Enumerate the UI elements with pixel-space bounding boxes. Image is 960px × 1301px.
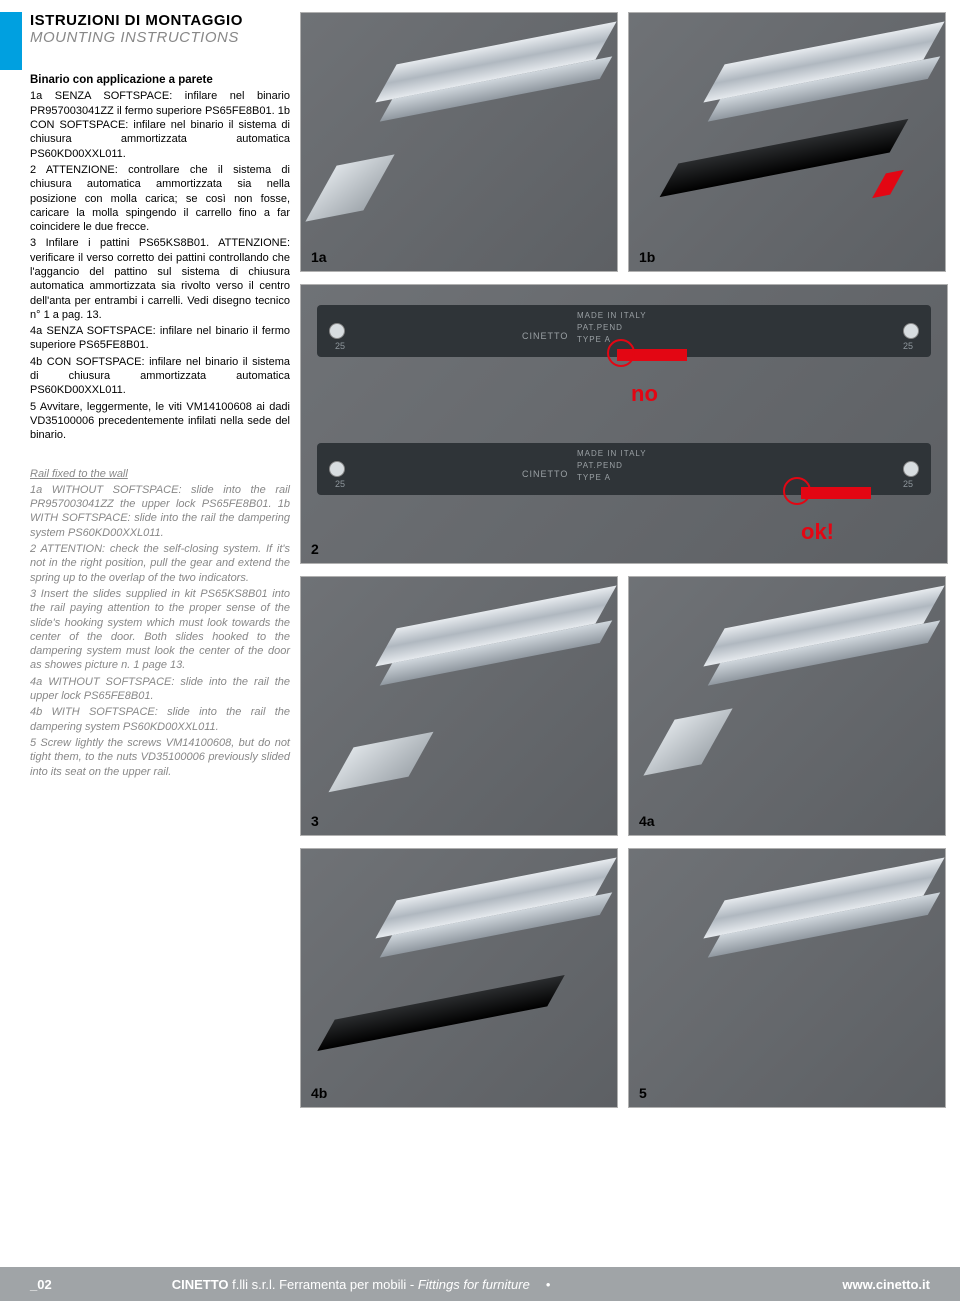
figure-2: MADE IN ITALY PAT.PEND TYPE A CINETTO 25… — [300, 284, 948, 564]
rail-text-type: TYPE A — [577, 335, 611, 344]
step-1-en: 1a WITHOUT SOFTSPACE: slide into the rai… — [30, 483, 290, 540]
step-4a-en: 4a WITHOUT SOFTSPACE: slide into the rai… — [30, 675, 290, 704]
page-color-tab — [0, 12, 22, 70]
rail-brand: CINETTO — [522, 331, 568, 341]
figure-5-label: 5 — [639, 1085, 647, 1101]
section-heading-it: Binario con applicazione a parete — [30, 73, 290, 88]
step-2-it: 2 ATTENZIONE: controllare che il sistema… — [30, 163, 290, 234]
ok-indicator-circle — [783, 477, 811, 505]
figures-area: 1a 1b MADE IN ITALY PAT.PEND TYPE A CINE… — [300, 12, 948, 1120]
step-4b-it: 4b CON SOFTSPACE: infilare nel binario i… — [30, 355, 290, 398]
title-english: MOUNTING INSTRUCTIONS — [30, 29, 290, 46]
step-4b-en: 4b WITH SOFTSPACE: slide into the rail t… — [30, 705, 290, 734]
footer-company: CINETTO f.lli s.r.l. Ferramenta per mobi… — [172, 1277, 530, 1292]
figure-4b-label: 4b — [311, 1085, 327, 1101]
rail-text-pat: PAT.PEND — [577, 323, 623, 332]
section-heading-en: Rail fixed to the wall — [30, 467, 290, 481]
annotation-ok: ok! — [801, 519, 834, 545]
figure-3: 3 — [300, 576, 618, 836]
step-2-en: 2 ATTENTION: check the self-closing syst… — [30, 542, 290, 585]
step-5-en: 5 Screw lightly the screws VM14100608, b… — [30, 736, 290, 779]
step-4a-it: 4a SENZA SOFTSPACE: infilare nel binario… — [30, 324, 290, 353]
instructions-column: ISTRUZIONI DI MONTAGGIO MOUNTING INSTRUC… — [30, 12, 290, 779]
step-5-it: 5 Avvitare, leggermente, le viti VM14100… — [30, 400, 290, 443]
rail-text-made: MADE IN ITALY — [577, 311, 647, 320]
page-footer: _02 CINETTO f.lli s.r.l. Ferramenta per … — [0, 1267, 960, 1301]
figure-4a: 4a — [628, 576, 946, 836]
no-indicator-circle — [607, 339, 635, 367]
figure-4b: 4b — [300, 848, 618, 1108]
page-number: _02 — [30, 1277, 52, 1292]
figure-3-label: 3 — [311, 813, 319, 829]
step-3-en: 3 Insert the slides supplied in kit PS65… — [30, 587, 290, 673]
footer-url: www.cinetto.it — [842, 1277, 930, 1292]
step-1-it: 1a SENZA SOFTSPACE: infilare nel binario… — [30, 89, 290, 160]
figure-4a-label: 4a — [639, 813, 655, 829]
figure-1b: 1b — [628, 12, 946, 272]
figure-1b-label: 1b — [639, 249, 655, 265]
title-italian: ISTRUZIONI DI MONTAGGIO — [30, 12, 290, 29]
annotation-no: no — [631, 381, 658, 407]
figure-1a: 1a — [300, 12, 618, 272]
step-3-it: 3 Infilare i pattini PS65KS8B01. ATTENZI… — [30, 236, 290, 322]
num-25-left: 25 — [335, 341, 345, 351]
num-25-right: 25 — [903, 341, 913, 351]
footer-separator: • — [546, 1277, 551, 1292]
figure-1a-label: 1a — [311, 249, 327, 265]
figure-2-label: 2 — [311, 541, 319, 557]
figure-5: 5 — [628, 848, 946, 1108]
